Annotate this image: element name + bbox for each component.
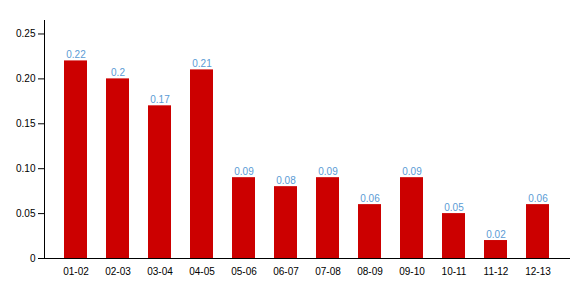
svg-text:0: 0 (30, 253, 36, 264)
svg-text:0.09: 0.09 (318, 166, 338, 177)
svg-text:0.08: 0.08 (276, 175, 296, 186)
svg-text:03-04: 03-04 (147, 266, 173, 277)
svg-text:0.02: 0.02 (486, 229, 506, 240)
svg-text:04-05: 04-05 (189, 266, 215, 277)
svg-text:0.09: 0.09 (234, 166, 254, 177)
svg-text:06-07: 06-07 (273, 266, 299, 277)
svg-text:11-12: 11-12 (484, 266, 509, 277)
svg-text:0.25: 0.25 (16, 28, 36, 39)
svg-text:02-03: 02-03 (105, 266, 131, 277)
svg-text:05-06: 05-06 (231, 266, 257, 277)
svg-text:0.15: 0.15 (16, 118, 36, 129)
svg-text:0.09: 0.09 (402, 166, 422, 177)
svg-text:0.22: 0.22 (66, 49, 86, 60)
svg-text:10-11: 10-11 (442, 266, 467, 277)
svg-text:0.05: 0.05 (444, 202, 464, 213)
svg-text:0.21: 0.21 (192, 58, 212, 69)
svg-text:0.06: 0.06 (360, 193, 380, 204)
svg-text:07-08: 07-08 (315, 266, 341, 277)
svg-text:0.05: 0.05 (16, 208, 36, 219)
svg-text:01-02: 01-02 (63, 266, 89, 277)
svg-text:0.06: 0.06 (528, 193, 548, 204)
svg-text:0.20: 0.20 (16, 73, 36, 84)
svg-text:09-10: 09-10 (399, 266, 425, 277)
svg-text:0.17: 0.17 (150, 94, 170, 105)
svg-text:0.2: 0.2 (111, 67, 125, 78)
svg-text:12-13: 12-13 (525, 266, 551, 277)
svg-text:08-09: 08-09 (357, 266, 383, 277)
svg-text:0.10: 0.10 (16, 163, 36, 174)
